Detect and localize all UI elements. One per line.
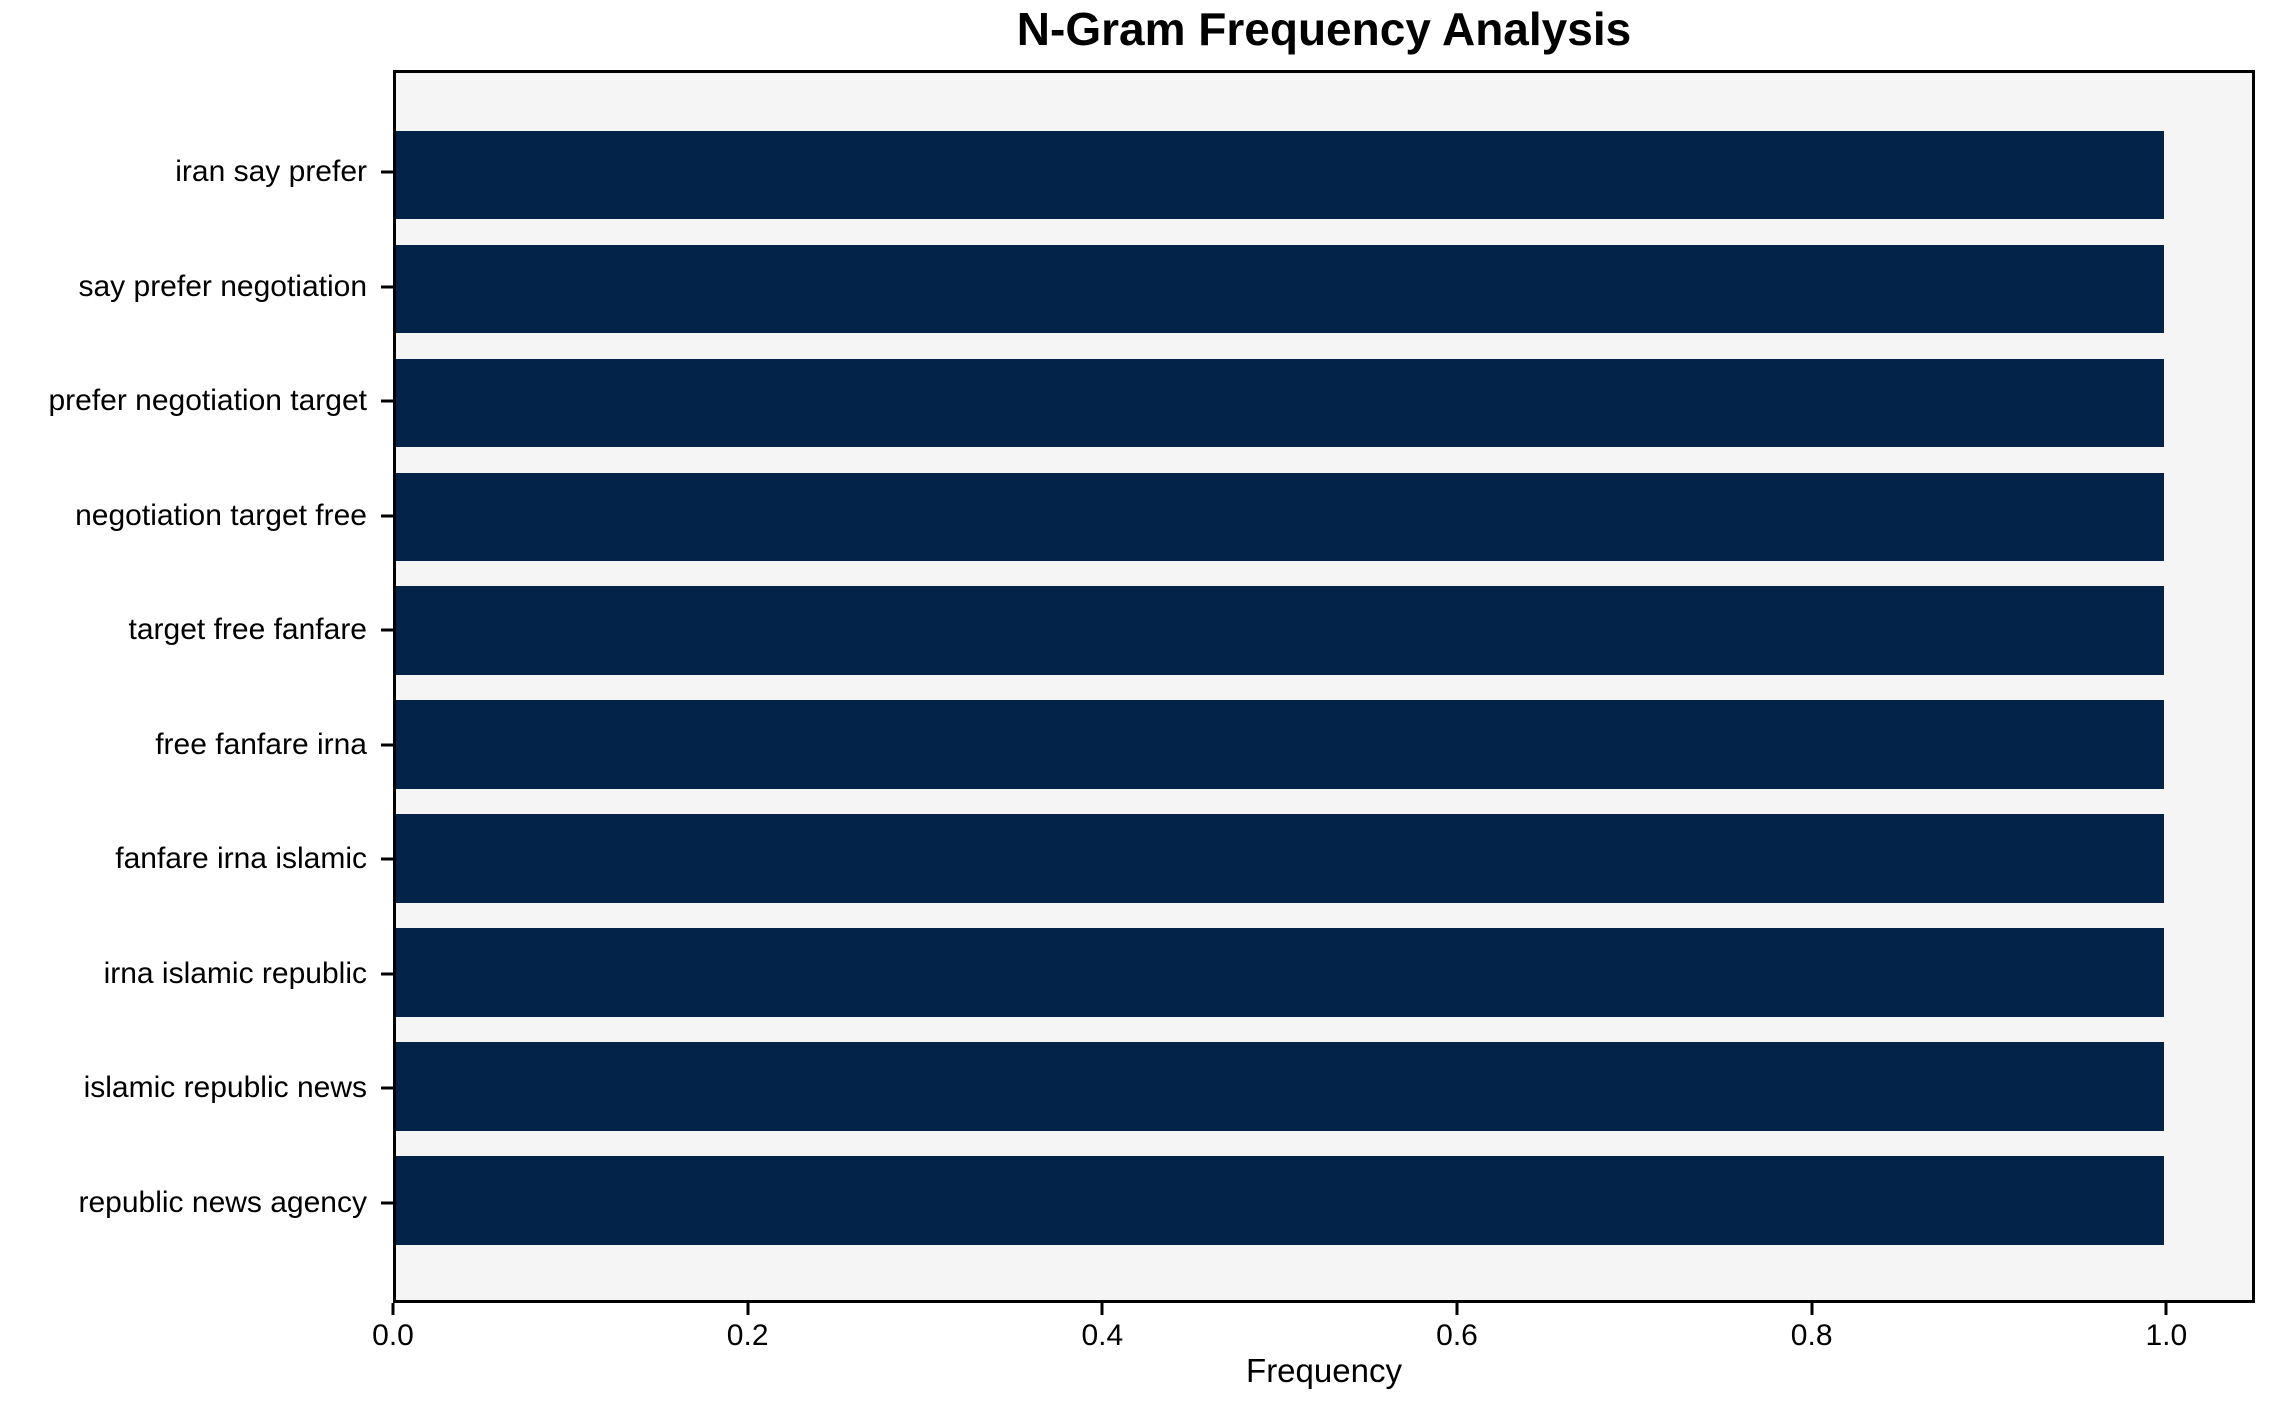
y-tick-mark [381, 170, 393, 174]
y-tick-label: islamic republic news [83, 1071, 367, 1105]
y-tick-mark [381, 1201, 393, 1205]
bar-irna-islamic-republic [396, 928, 2164, 1017]
x-tick-mark [2164, 1303, 2168, 1315]
y-tick-mark [381, 399, 393, 403]
x-tick-label: 0.6 [1436, 1319, 1478, 1352]
x-tick-label: 0.8 [1790, 1319, 1833, 1352]
bar-islamic-republic-news [396, 1042, 2164, 1131]
y-tick-mark [381, 743, 393, 747]
x-tick-label: 0.2 [726, 1319, 769, 1352]
y-tick-mark [381, 628, 393, 632]
bar-republic-news-agency [396, 1156, 2164, 1245]
y-axis: iran say prefer say prefer negotiation pre… [0, 70, 393, 1303]
x-tick-mark [1100, 1303, 1104, 1315]
bar-fanfare-irna-islamic [396, 814, 2164, 903]
y-tick-label: free fanfare irna [155, 727, 367, 761]
y-tick-label: fanfare irna islamic [115, 842, 367, 876]
y-tick-mark [381, 972, 393, 976]
x-axis-label: Frequency [1246, 1352, 1402, 1389]
x-tick-label: 0.0 [372, 1319, 414, 1352]
y-tick-mark [381, 1086, 393, 1090]
y-tick-mark [381, 514, 393, 518]
y-tick-label: say prefer negotiation [78, 269, 367, 303]
x-tick-mark [1810, 1303, 1814, 1315]
y-tick-mark [381, 857, 393, 861]
bar-prefer-negotiation-target [396, 358, 2164, 448]
x-tick-label: 0.4 [1081, 1319, 1124, 1352]
plot-area [393, 70, 2255, 1303]
y-tick-label: republic news agency [78, 1185, 367, 1219]
bar-free-fanfare-irna [396, 700, 2164, 789]
bar-negotiation-target-free [396, 472, 2164, 562]
bar-target-free-fanfare [396, 586, 2164, 676]
x-tick-label: 1.0 [2145, 1319, 2188, 1352]
x-tick-mark [1455, 1303, 1459, 1315]
y-tick-label: iran say prefer [175, 155, 367, 189]
y-tick-label: prefer negotiation target [48, 384, 367, 418]
y-tick-mark [381, 285, 393, 289]
bar-iran-say-prefer [396, 130, 2164, 220]
y-tick-label: negotiation target free [75, 498, 367, 532]
bar-say-prefer-negotiation [396, 244, 2164, 334]
chart-title: N-Gram Frequency Analysis [1016, 3, 1632, 55]
y-tick-label: irna islamic republic [103, 956, 367, 990]
y-tick-label: target free fanfare [128, 613, 367, 647]
x-tick-mark [746, 1303, 750, 1315]
x-axis: 0.0 0.2 0.4 0.6 0.8 1.0 [372, 1303, 2255, 1355]
x-tick-mark [391, 1303, 395, 1315]
